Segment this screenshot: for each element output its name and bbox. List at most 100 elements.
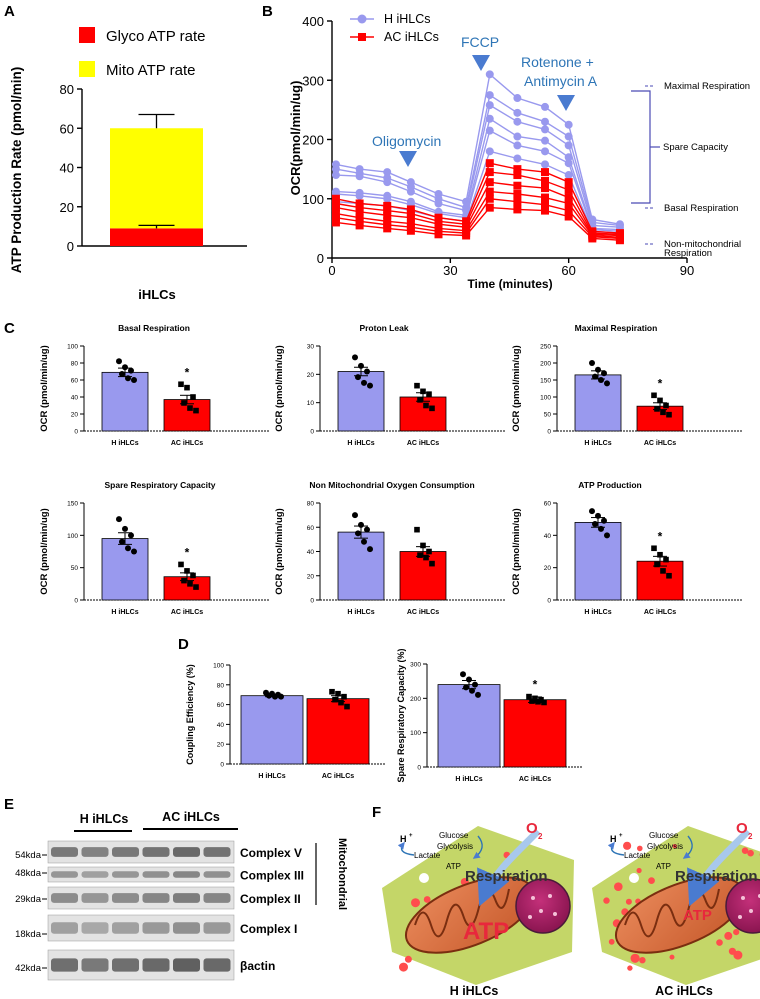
- injection-arrow-fccp: [472, 55, 490, 71]
- y-axis-label: OCR (pmol/min/ug): [39, 345, 50, 432]
- data-point-h: [352, 354, 358, 361]
- cell-caption: H iHLCs: [450, 984, 499, 998]
- data-point-ac: [341, 693, 347, 700]
- point-h: [383, 168, 392, 177]
- point-ac: [434, 230, 443, 239]
- respiration-label: Respiration: [465, 868, 548, 885]
- data-point-h: [364, 368, 370, 375]
- data-point-h: [367, 546, 373, 553]
- series-line-h: [335, 72, 621, 225]
- data-point-ac: [429, 560, 435, 567]
- lipid-droplet: [623, 841, 632, 850]
- point-ac: [588, 234, 597, 243]
- blot-band: [81, 847, 109, 857]
- y-tick-label: 60: [307, 525, 315, 532]
- vacuole-dot: [548, 894, 552, 898]
- point-h: [513, 141, 522, 150]
- chart-title: Maximal Respiration: [575, 323, 658, 333]
- data-point-h: [125, 545, 131, 552]
- bar-h: [337, 531, 385, 601]
- data-point-h: [592, 521, 598, 528]
- data-point-h: [589, 508, 595, 515]
- y-tick-label-b: 0: [317, 251, 324, 266]
- data-point-h: [125, 375, 131, 382]
- legend-marker-h: [357, 14, 367, 24]
- blot-band: [203, 958, 231, 972]
- point-ac: [355, 221, 364, 230]
- y-tick-label: 100: [67, 533, 78, 540]
- y-tick-label: 100: [410, 730, 421, 737]
- data-point-h: [122, 525, 128, 532]
- point-ac: [331, 218, 340, 227]
- point-h: [355, 172, 364, 181]
- legend-swatch-mito: [79, 61, 95, 77]
- point-h: [564, 159, 573, 168]
- data-point-ac: [657, 551, 663, 558]
- point-ac: [434, 220, 443, 229]
- y-tick-label: 0: [220, 762, 224, 769]
- point-h: [541, 117, 549, 126]
- blot-band-label: Complex II: [240, 892, 301, 906]
- atp-output-label: ATP: [683, 907, 712, 924]
- bar-h: [437, 684, 501, 768]
- data-point-ac: [184, 568, 190, 574]
- blot-band: [81, 958, 109, 972]
- data-point-ac: [666, 572, 672, 579]
- x-tick-label: H iHLCs: [258, 773, 285, 780]
- data-point-h: [598, 377, 604, 383]
- point-ac: [485, 194, 494, 203]
- data-point-h: [466, 676, 472, 683]
- y-tick-label: 0: [547, 598, 551, 605]
- blot-band: [51, 893, 78, 903]
- point-h: [383, 194, 392, 203]
- x-tick-label: AC iHLCs: [644, 609, 676, 616]
- significance-mark: *: [185, 365, 190, 379]
- significance-mark: *: [185, 545, 190, 559]
- data-point-ac: [538, 696, 544, 703]
- blot-marker-label: 48kda: [15, 868, 42, 879]
- point-h: [485, 101, 494, 110]
- point-ac: [355, 199, 364, 208]
- blot-band: [142, 893, 170, 903]
- blot-band: [51, 958, 78, 972]
- annotation-maximal: Maximal Respiration: [664, 81, 750, 92]
- point-ac: [355, 217, 364, 226]
- data-point-h: [475, 691, 481, 698]
- point-ac: [383, 211, 392, 220]
- lipid-droplet: [724, 931, 733, 940]
- data-point-ac: [423, 402, 429, 409]
- x-axis-label-a: iHLCs: [138, 287, 176, 302]
- y-tick-label: 100: [540, 395, 551, 402]
- bar-chart-c1: Basal Respiration OCR (pmol/min/ug) 0 20 40 6…: [39, 323, 269, 447]
- lipid-droplet: [630, 953, 640, 963]
- point-h: [331, 165, 340, 174]
- point-ac: [513, 190, 522, 199]
- point-h: [513, 108, 522, 117]
- data-point-h: [469, 687, 475, 694]
- x-tick-label-b: 0: [328, 263, 335, 278]
- blot-strip: [47, 914, 235, 942]
- y-tick-label-b: 200: [302, 133, 324, 148]
- data-point-h: [601, 370, 607, 377]
- data-point-h: [364, 526, 370, 533]
- x-tick-label: AC iHLCs: [171, 609, 203, 616]
- vacuole-dot: [539, 909, 543, 913]
- injection-arrow-oligomycin: [399, 151, 417, 167]
- atp-small-label: ATP: [446, 862, 461, 871]
- data-point-ac: [414, 526, 420, 533]
- x-tick-label: H iHLCs: [584, 609, 611, 616]
- point-ac: [564, 206, 573, 215]
- point-ac: [513, 165, 522, 174]
- data-point-ac: [426, 548, 432, 555]
- lipid-droplet: [639, 957, 646, 964]
- blot-band: [142, 847, 170, 857]
- y-tick-label: 200: [410, 696, 421, 703]
- panel-e: E H iHLCs AC iHLCs 54kda Complex V 48kda Co…: [4, 796, 348, 981]
- blot-band: [203, 922, 231, 934]
- annotation-nonmito: Non-mitochondrial: [664, 239, 741, 250]
- data-point-ac: [417, 552, 423, 558]
- vacuole-dot: [738, 915, 742, 919]
- y-tick-label: 40: [307, 549, 315, 556]
- x-tick-label: H iHLCs: [111, 440, 138, 447]
- x-tick-label: AC iHLCs: [322, 773, 354, 780]
